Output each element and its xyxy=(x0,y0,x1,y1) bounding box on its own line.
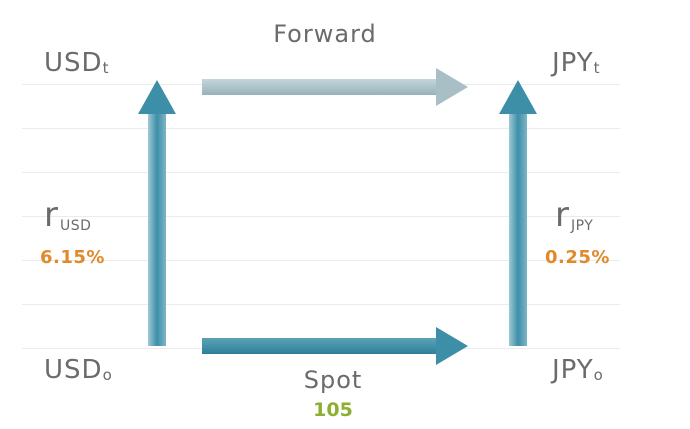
usd-t-label: USDt xyxy=(44,50,108,76)
jpy-0-label: JPYo xyxy=(552,357,603,383)
gridline xyxy=(22,172,620,173)
usd-0-main: USD xyxy=(44,355,103,385)
usd-0-label: USDo xyxy=(44,357,112,383)
r-jpy-letter: r xyxy=(555,195,569,235)
jpy-t-sub: t xyxy=(593,59,600,77)
jpy-0-main: JPY xyxy=(552,355,594,385)
forward-label: Forward xyxy=(273,20,377,48)
r-usd-value: 6.15% xyxy=(40,247,105,268)
usd-0-sub: o xyxy=(102,366,112,384)
spot-label: Spot xyxy=(303,366,363,394)
usd-t-sub: t xyxy=(102,59,109,77)
usd-t-main: USD xyxy=(44,48,103,78)
gridline xyxy=(22,216,620,217)
r-jpy-value: 0.25% xyxy=(545,247,610,268)
jpy-t-label: JPYt xyxy=(552,50,600,76)
r-jpy-sub: JPY xyxy=(570,218,594,234)
r-usd-sub: USD xyxy=(59,218,92,234)
arrow-up-icon xyxy=(138,80,176,346)
arrow-right-icon xyxy=(202,327,468,365)
jpy-t-main: JPY xyxy=(552,48,594,78)
gridline xyxy=(22,260,620,261)
jpy-0-sub: o xyxy=(593,366,603,384)
arrow-right-icon xyxy=(202,68,468,106)
gridline xyxy=(22,128,620,129)
spot-rate-value: 105 xyxy=(313,399,353,421)
gridline xyxy=(22,304,620,305)
r-usd-symbol: r USD xyxy=(44,198,91,233)
r-jpy-symbol: r JPY xyxy=(555,198,593,233)
arrow-up-icon xyxy=(499,80,537,346)
r-usd-letter: r xyxy=(44,195,58,235)
